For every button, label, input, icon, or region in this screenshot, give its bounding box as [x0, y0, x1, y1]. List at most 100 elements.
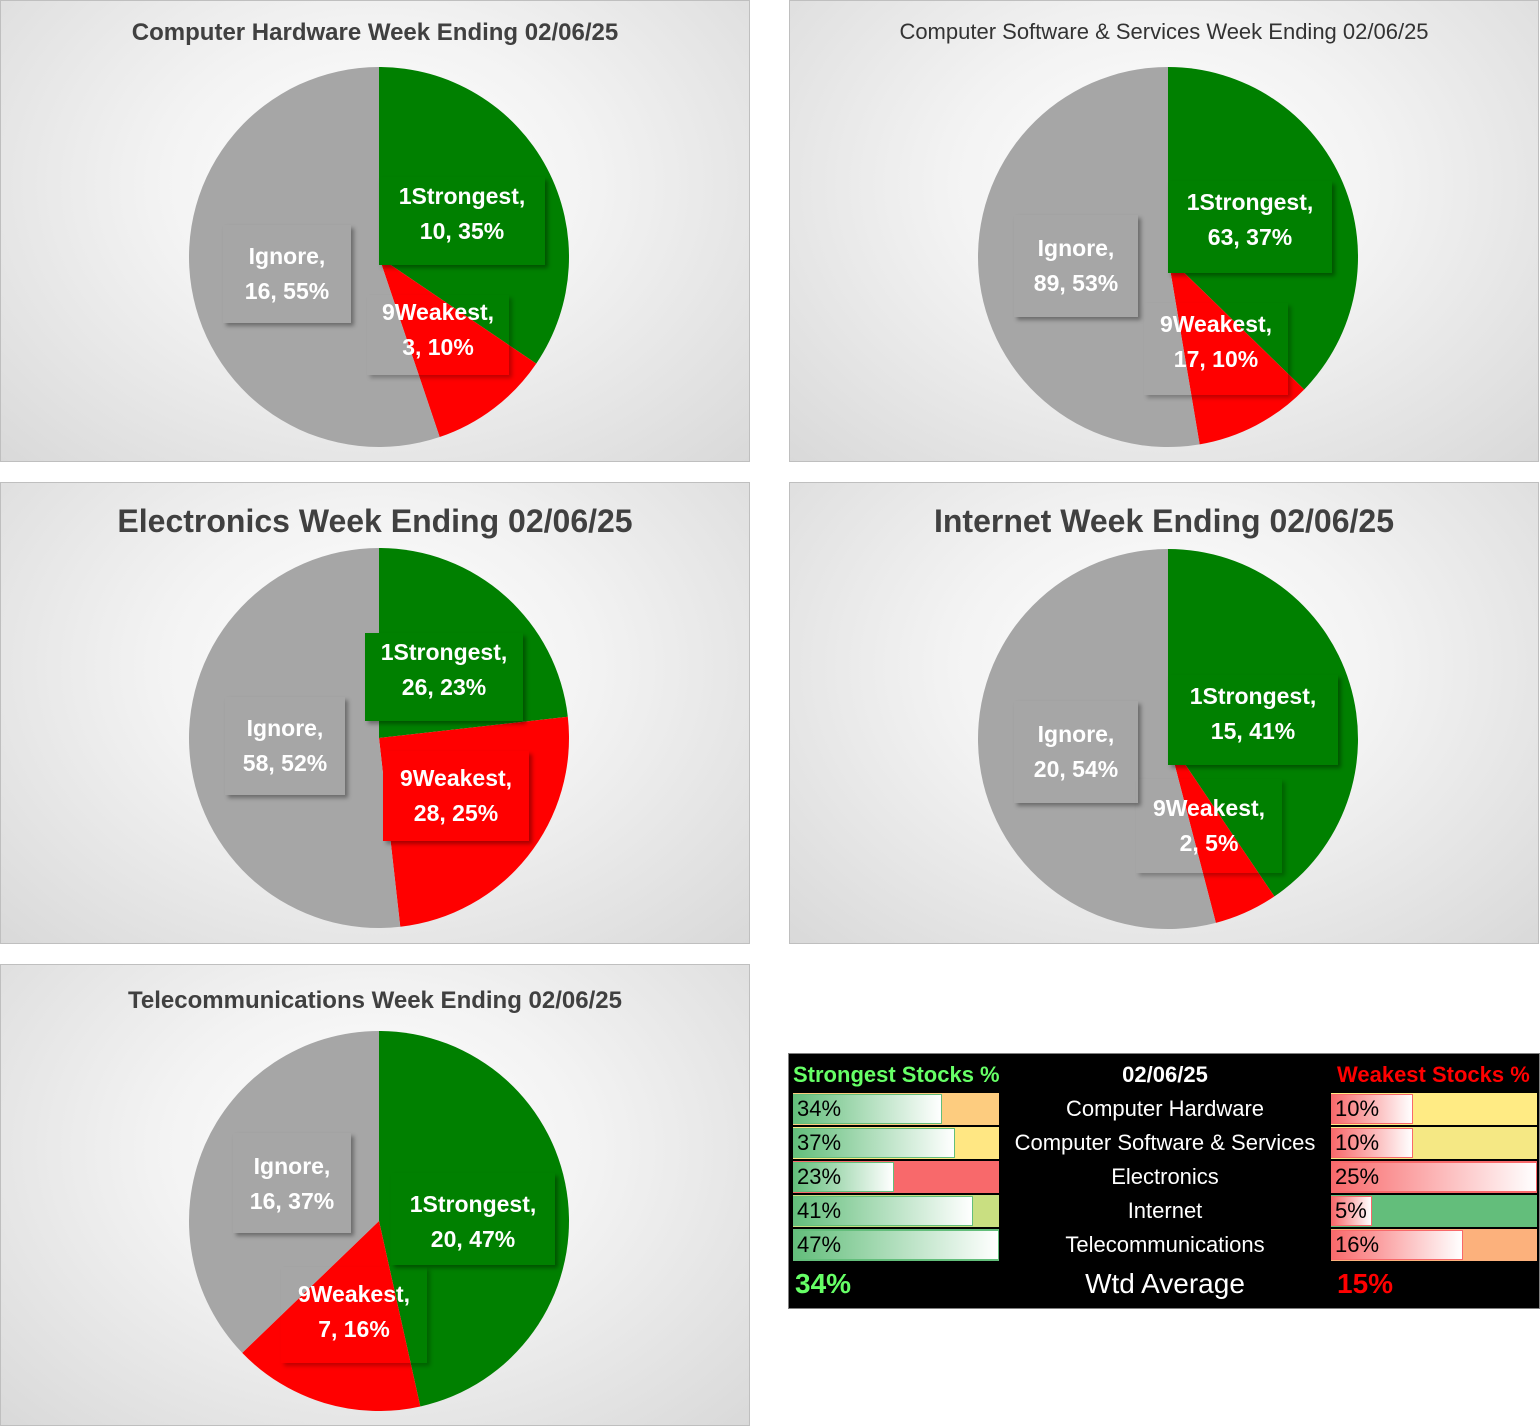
pie-svg: [189, 67, 570, 447]
category-label: Computer Hardware: [1065, 1096, 1265, 1121]
label-line: Ignore,: [248, 243, 326, 269]
weakest-databar: [1331, 1230, 1463, 1260]
weakest-value: 5%: [1335, 1198, 1367, 1223]
pie-chart-computer-software: Computer Software & Services Week Ending…: [789, 0, 1539, 462]
label-weakest: 9Weakest, 7, 16%: [281, 1267, 427, 1363]
chart-title: Internet Week Ending 02/06/25: [933, 503, 1394, 539]
weakest-databar: [1331, 1094, 1414, 1124]
label-strongest: 1Strongest, 26, 23%: [365, 633, 523, 721]
pie-chart-electronics: Electronics Week Ending 02/06/25 1Strong…: [0, 482, 750, 944]
label-strongest: 1Strongest, 10, 35%: [379, 177, 545, 265]
chart-title: Computer Hardware Week Ending 02/06/25: [131, 19, 619, 46]
label-line: Ignore,: [1037, 721, 1115, 747]
label-line: 1Strongest,: [398, 183, 526, 209]
label-line: 9Weakest,: [297, 1281, 411, 1307]
label-line: 17, 10%: [1173, 346, 1259, 372]
date-header: 02/06/25: [1122, 1062, 1208, 1087]
strongest-value: 23%: [797, 1164, 842, 1189]
strongest-header: Strongest Stocks %: [793, 1062, 1000, 1087]
label-line: 10, 35%: [419, 218, 505, 244]
weakest-cell: 5%: [1331, 1195, 1537, 1227]
strongest-value: 37%: [797, 1130, 842, 1155]
pie-slice-9weakest: [242, 1221, 421, 1411]
label-line: 16, 55%: [244, 278, 330, 304]
weakest-cell: 10%: [1331, 1127, 1537, 1159]
weakest-cell: 10%: [1331, 1093, 1537, 1125]
label-ignore: Ignore, 58, 52%: [225, 697, 345, 795]
table-row: 34% Computer Hardware 10%: [791, 1092, 1537, 1126]
strongest-cell: 47%: [793, 1229, 999, 1261]
pie-svg: [977, 549, 1358, 929]
label-line: 7, 16%: [318, 1316, 390, 1342]
label-line: 20, 54%: [1033, 756, 1119, 782]
strongest-databar: [793, 1094, 943, 1124]
label-line: 9Weakest,: [1152, 795, 1266, 821]
label-weakest: 9Weakest, 3, 10%: [367, 295, 509, 375]
label-line: Ignore,: [1037, 235, 1115, 261]
label-ignore: Ignore, 20, 54%: [1014, 701, 1138, 803]
label-line: 9Weakest,: [399, 765, 513, 791]
label-line: 1Strongest,: [1189, 683, 1317, 709]
label-weakest: 9Weakest, 2, 5%: [1136, 779, 1282, 873]
strongest-cell: 41%: [793, 1195, 999, 1227]
weakest-databar: [1331, 1128, 1414, 1158]
label-weakest: 9Weakest, 17, 10%: [1144, 303, 1288, 395]
label-line: 58, 52%: [242, 750, 328, 776]
label-strongest: 1Strongest, 63, 37%: [1168, 181, 1332, 273]
label-ignore: Ignore, 16, 37%: [233, 1133, 351, 1233]
strongest-databar: [793, 1230, 999, 1260]
strongest-cell: 23%: [793, 1161, 999, 1193]
label-line: Ignore,: [253, 1153, 331, 1179]
strongest-value: 41%: [797, 1198, 842, 1223]
label-line: 9Weakest,: [1159, 311, 1273, 337]
pie-slice-9weakest: [1168, 739, 1275, 923]
label-line: Ignore,: [246, 715, 324, 741]
label-line: 16, 37%: [249, 1188, 335, 1214]
weakest-value: 25%: [1335, 1164, 1380, 1189]
category-label: Computer Software & Services: [1014, 1130, 1316, 1155]
pie-chart-internet: Internet Week Ending 02/06/25 1Strongest…: [789, 482, 1539, 944]
pie-chart-computer-hardware: Computer Hardware Week Ending 02/06/25 1…: [0, 0, 750, 462]
label-line: 1Strongest,: [380, 639, 508, 665]
pie-slice-9weakest: [1168, 257, 1305, 445]
label-ignore: Ignore, 16, 55%: [223, 225, 351, 323]
table-header-row: Strongest Stocks % 02/06/25 Weakest Stoc…: [791, 1058, 1537, 1092]
strongest-average: 34%: [795, 1268, 852, 1299]
table-row: 41% Internet 5%: [791, 1194, 1537, 1228]
label-ignore: Ignore, 89, 53%: [1014, 215, 1138, 317]
weakest-header: Weakest Stocks %: [1337, 1062, 1530, 1087]
category-label: Telecommunications: [1065, 1232, 1265, 1257]
label-line: 1Strongest,: [1186, 189, 1314, 215]
weakest-databar: [1331, 1162, 1537, 1192]
label-line: 26, 23%: [401, 674, 487, 700]
chart-title: Computer Software & Services Week Ending…: [899, 19, 1429, 44]
strongest-value: 34%: [797, 1096, 842, 1121]
weakest-databar: [1331, 1196, 1373, 1226]
table-row: 23% Electronics 25%: [791, 1160, 1537, 1194]
summary-table: Strongest Stocks % 02/06/25 Weakest Stoc…: [788, 1053, 1540, 1309]
label-line: 63, 37%: [1207, 224, 1293, 250]
label-line: 20, 47%: [430, 1226, 516, 1252]
category-label: Internet: [1127, 1198, 1203, 1223]
label-line: 9Weakest,: [381, 299, 495, 325]
category-label: Electronics: [1111, 1164, 1219, 1189]
weakest-cell: 25%: [1331, 1161, 1537, 1193]
weakest-value: 16%: [1335, 1232, 1380, 1257]
table-row: 47% Telecommunications 16%: [791, 1228, 1537, 1262]
chart-title: Telecommunications Week Ending 02/06/25: [128, 987, 622, 1014]
pie-chart-telecommunications: Telecommunications Week Ending 02/06/25 …: [0, 964, 750, 1426]
strongest-databar: [793, 1196, 973, 1226]
label-strongest: 1Strongest, 15, 41%: [1168, 675, 1338, 765]
weakest-average: 15%: [1337, 1268, 1394, 1299]
label-line: 2, 5%: [1179, 830, 1239, 856]
table-row: 37% Computer Software & Services 10%: [791, 1126, 1537, 1160]
weakest-value: 10%: [1335, 1130, 1380, 1155]
average-label: Wtd Average: [1085, 1268, 1245, 1299]
weakest-value: 10%: [1335, 1096, 1380, 1121]
label-line: 1Strongest,: [409, 1191, 537, 1217]
strongest-cell: 34%: [793, 1093, 999, 1125]
table-footer-row: 34% Wtd Average 15%: [791, 1264, 1537, 1304]
strongest-value: 47%: [797, 1232, 842, 1257]
label-weakest: 9Weakest, 28, 25%: [383, 751, 529, 841]
strongest-cell: 37%: [793, 1127, 999, 1159]
